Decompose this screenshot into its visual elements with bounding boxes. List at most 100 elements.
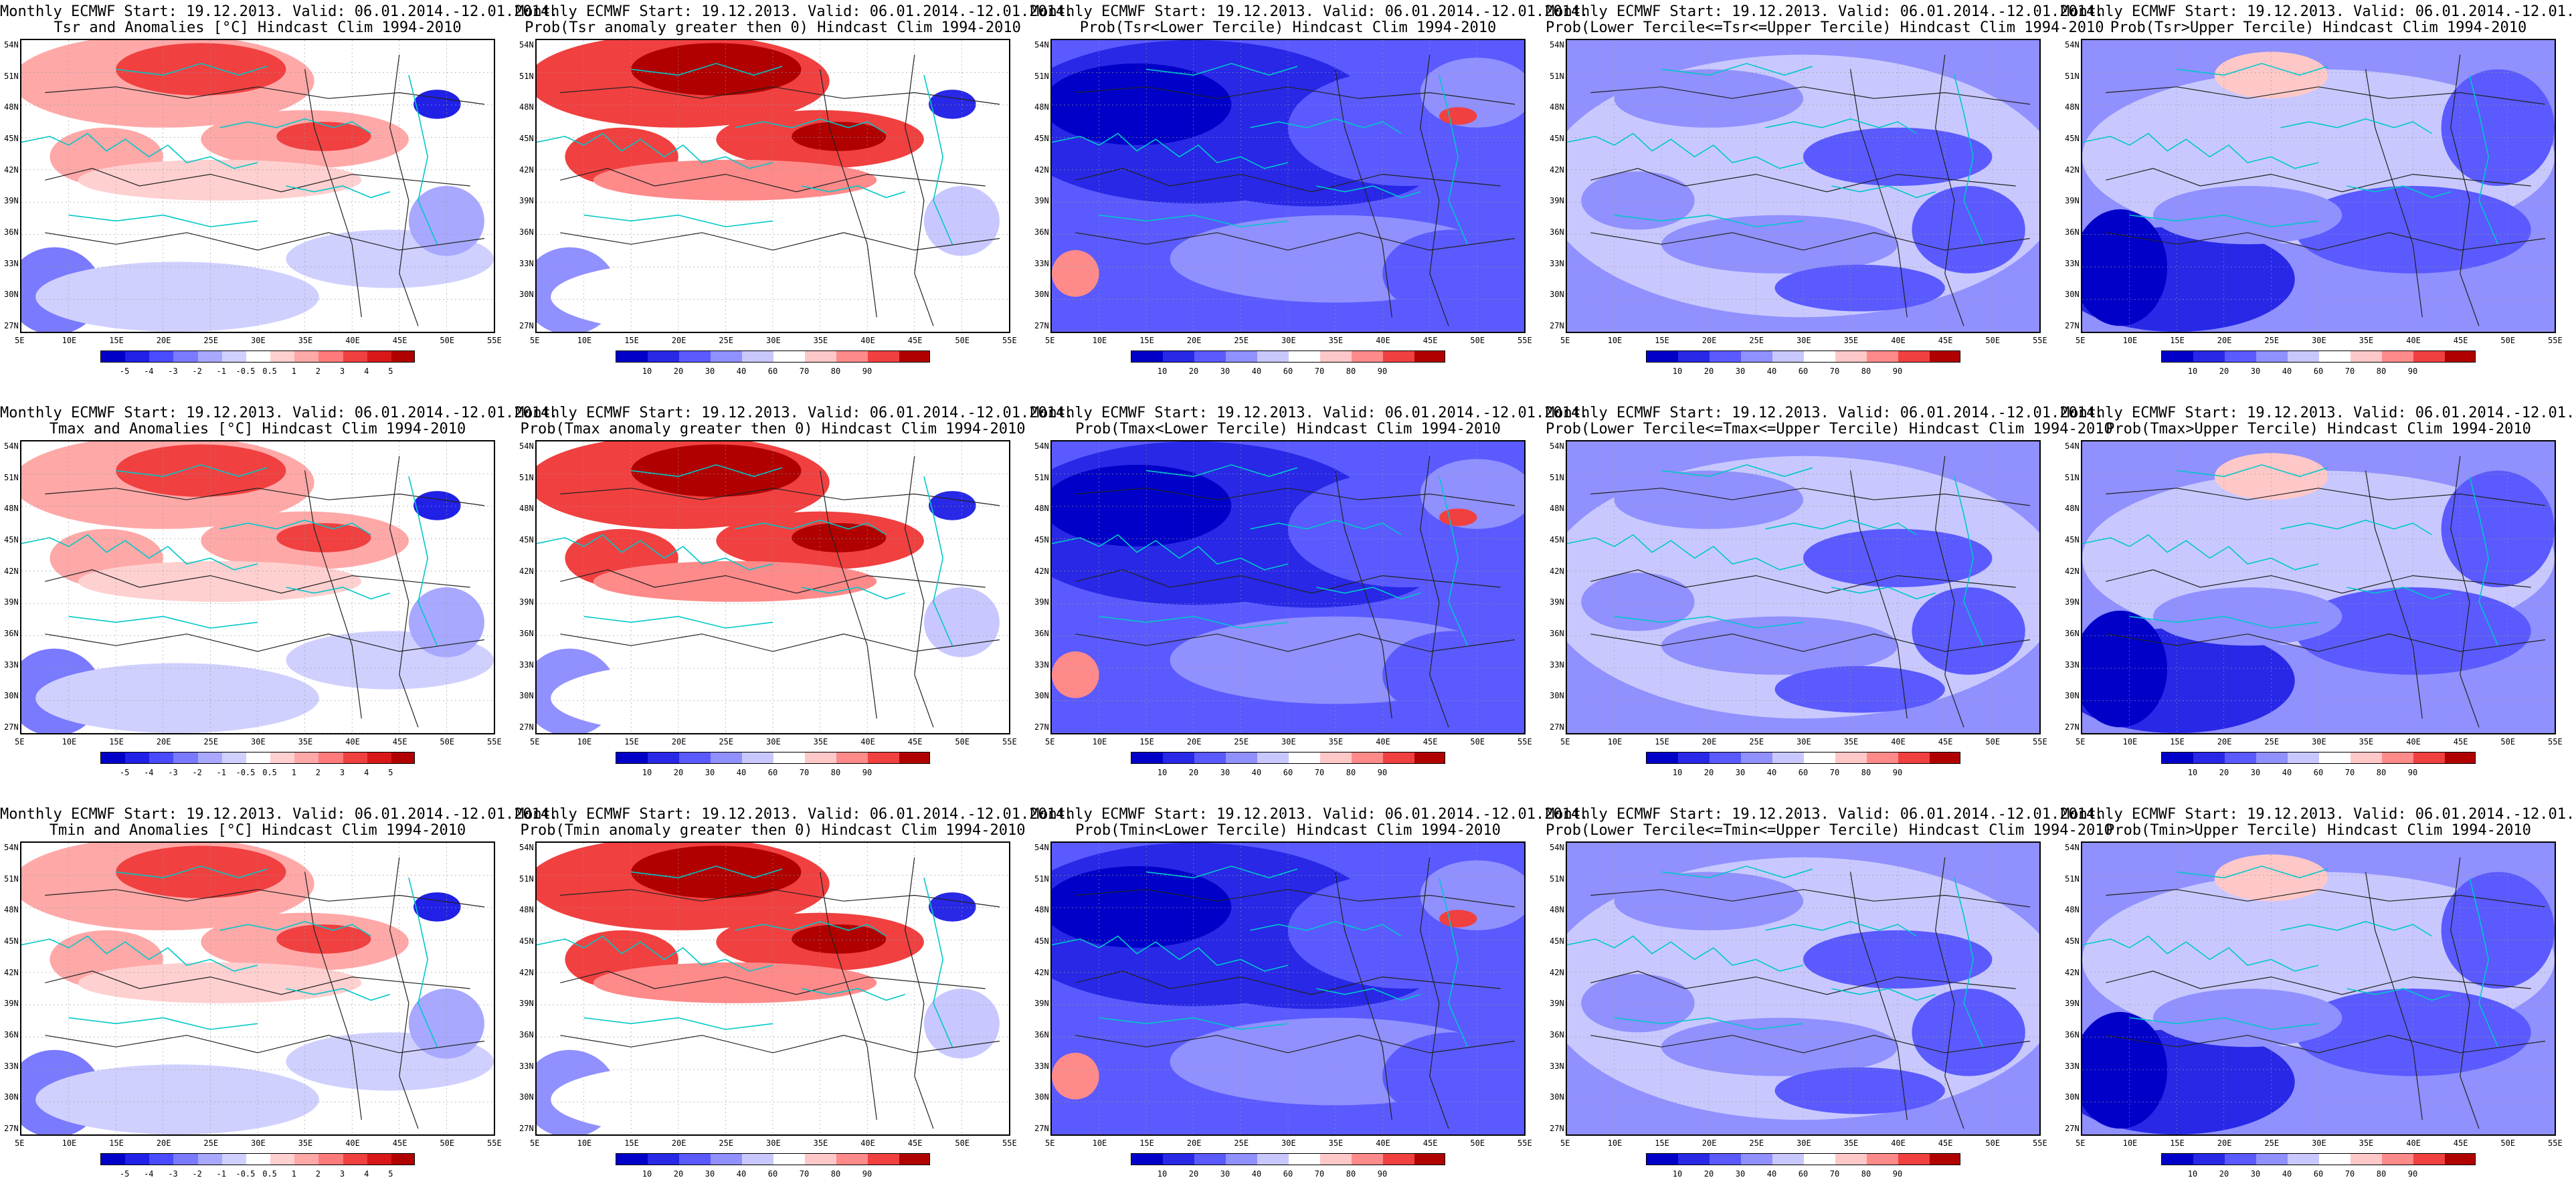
colorbar-tick-label: -4	[144, 768, 154, 777]
longitude-label: 20E	[2217, 1138, 2232, 1148]
colorbar-segment	[1226, 1154, 1258, 1165]
colorbar-tick-label: 80	[1346, 768, 1356, 777]
longitude-label: 10E	[577, 737, 592, 746]
colorbar-segment	[805, 752, 837, 763]
map-panel: Monthly ECMWF Start: 19.12.2013. Valid: …	[515, 803, 1073, 1204]
longitude-label: 40E	[860, 1138, 875, 1148]
map-plot	[1566, 39, 2041, 333]
contour-line	[2365, 69, 2423, 318]
map-panel: Monthly ECMWF Start: 19.12.2013. Valid: …	[515, 0, 1074, 401]
colorbar-segment	[125, 1154, 150, 1165]
field-region	[35, 663, 319, 733]
panel-title-line1: Monthly ECMWF Start: 19.12.2013. Valid: …	[515, 3, 1074, 20]
colorbar-segment	[2225, 752, 2257, 763]
field-region	[1581, 974, 1695, 1033]
longitude-label: 25E	[203, 737, 219, 746]
colorbar-tick-label: 60	[1798, 367, 1809, 376]
latitude-label: 36N	[4, 227, 19, 237]
contour-line	[1935, 857, 1964, 1129]
map-field	[21, 843, 494, 1134]
colorbar-tick-label: 30	[2250, 367, 2261, 376]
contour-line	[2450, 857, 2480, 1129]
field-region	[2082, 610, 2168, 728]
field-region	[1052, 464, 1232, 546]
map-panel: Monthly ECMWF Start: 19.12.2013. Valid: …	[0, 0, 558, 401]
colorbar-tick-label: 60	[1283, 1169, 1293, 1179]
coastline	[583, 615, 773, 629]
longitude-label: 20E	[156, 336, 171, 345]
map-field	[2082, 40, 2555, 332]
colorbar-segment	[2256, 351, 2288, 362]
contour-line	[1850, 69, 1908, 318]
map-field	[537, 40, 1009, 332]
map-plot	[2081, 39, 2556, 333]
colorbar-segment	[1835, 752, 1867, 763]
colorbar-tick-label: -1	[216, 1169, 226, 1179]
field-region	[631, 444, 802, 497]
latitude-label: 48N	[519, 905, 534, 915]
latitude-label: 30N	[519, 1092, 534, 1102]
coastline	[1567, 534, 1804, 571]
longitude-label: 5E	[15, 1138, 25, 1148]
contour-line	[2106, 1035, 2545, 1054]
latitude-label: 39N	[1550, 597, 1564, 607]
coastline	[2469, 75, 2499, 245]
latitude-label: 33N	[519, 1061, 534, 1071]
colorbar-segment	[2382, 752, 2414, 763]
longitude-label: 25E	[719, 336, 734, 345]
field-region	[413, 892, 461, 922]
latitude-label: 54N	[2065, 441, 2080, 451]
latitude-label: 42N	[2065, 165, 2080, 175]
panel-title-line2: Tmax and Anomalies [°C] Hindcast Clim 19…	[49, 421, 466, 437]
longitude-label: 50E	[955, 737, 970, 746]
field-region	[1052, 249, 1099, 297]
colorbar-segment	[318, 1154, 344, 1165]
coastline	[116, 464, 268, 478]
colorbar-segment	[1867, 1154, 1899, 1165]
longitude-label: 15E	[1655, 336, 1669, 345]
latitude-label: 51N	[2065, 472, 2080, 482]
longitude-label: 30E	[766, 737, 781, 746]
latitude-label: 27N	[4, 722, 19, 732]
colorbar-segment	[1320, 1154, 1352, 1165]
colorbar-tick-label: 70	[2344, 367, 2355, 376]
colorbar-segment	[1163, 351, 1195, 362]
longitude-label: 5E	[2076, 737, 2086, 746]
longitude-label: 5E	[15, 336, 25, 345]
colorbar-tick-label: 10	[2187, 768, 2198, 777]
field-region	[1382, 1032, 1524, 1120]
panel-title-line1: Monthly ECMWF Start: 19.12.2013. Valid: …	[1030, 405, 1589, 421]
colorbar-segment	[1257, 351, 1289, 362]
latitude-label: 33N	[2065, 1061, 2080, 1071]
latitude-label: 27N	[1034, 722, 1049, 732]
longitude-label: 30E	[1281, 1138, 1296, 1148]
latitude-label: 45N	[519, 936, 534, 946]
panel-title-line1: Monthly ECMWF Start: 19.12.2013. Valid: …	[1546, 405, 2104, 421]
longitude-label: 50E	[1985, 737, 2001, 746]
colorbar-segment	[648, 1154, 680, 1165]
field-region	[551, 262, 834, 332]
colorbar-segment	[1804, 351, 1836, 362]
colorbar-tick-label: 0.5	[262, 768, 277, 777]
panel-title-line2: Tmin and Anomalies [°C] Hindcast Clim 19…	[49, 822, 466, 839]
field-region	[2152, 989, 2342, 1047]
latitude-label: 27N	[2065, 321, 2080, 330]
field-region	[2441, 470, 2555, 587]
colorbar-segment	[1352, 1154, 1384, 1165]
colorbar-tick-label: 3	[339, 367, 345, 376]
colorbar	[1131, 350, 1445, 363]
longitude-label: 50E	[1470, 737, 1485, 746]
longitude-label: 40E	[2406, 336, 2421, 345]
colorbar-segment	[2445, 351, 2475, 362]
longitude-label: 15E	[109, 1138, 124, 1148]
longitude-label: 10E	[577, 336, 592, 345]
colorbar-tick-label: 10	[2187, 1169, 2198, 1179]
longitude-label: 15E	[1139, 336, 1154, 345]
colorbar-segment	[391, 351, 414, 362]
latitude-label: 36N	[1550, 629, 1564, 638]
colorbar-segment	[2288, 351, 2320, 362]
field-region	[2441, 69, 2555, 186]
coastline	[408, 75, 438, 245]
longitude-label: 45E	[1422, 1138, 1438, 1148]
map-field	[21, 441, 494, 733]
